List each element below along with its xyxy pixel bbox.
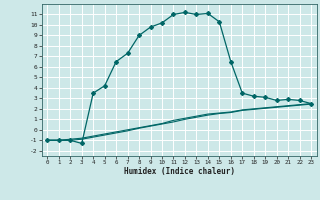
X-axis label: Humidex (Indice chaleur): Humidex (Indice chaleur): [124, 167, 235, 176]
